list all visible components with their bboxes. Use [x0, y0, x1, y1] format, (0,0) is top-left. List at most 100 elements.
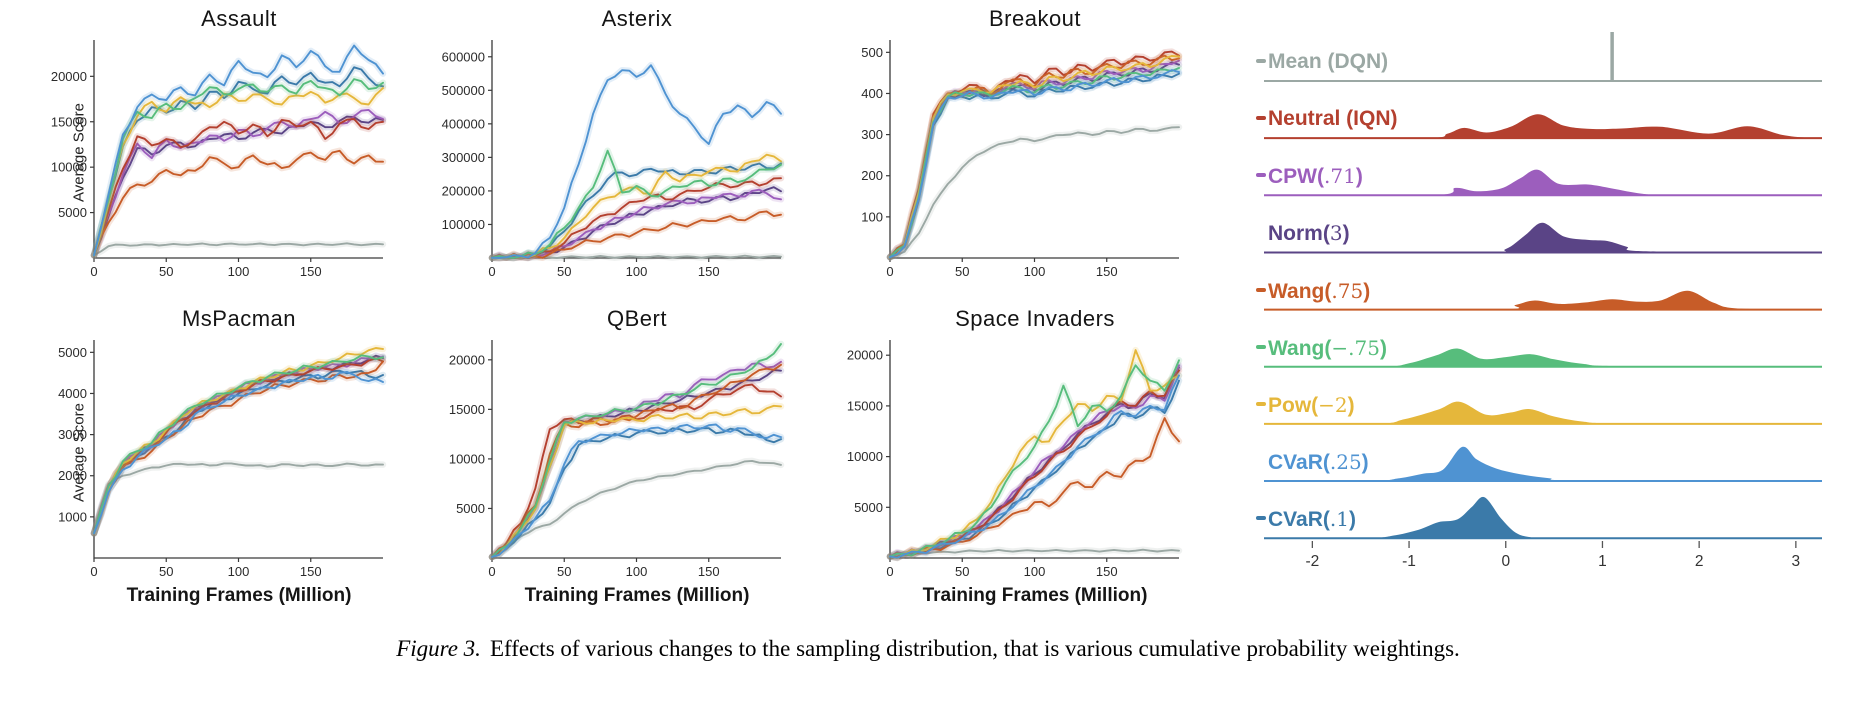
figure-caption: Figure 3. Effects of various changes to t…	[0, 636, 1856, 662]
y-tick-label: 100	[861, 209, 883, 224]
plot-svg-mspacman: 1000 2000 3000 4000 5000 0 50 100 150	[58, 340, 387, 579]
confidence-band-green	[90, 352, 387, 537]
series-line-orange	[93, 149, 384, 257]
series-line-orange	[491, 210, 782, 259]
ridge-x-tick-label: 1	[1598, 553, 1607, 570]
confidence-band-gray	[90, 460, 387, 537]
x-tick-label: 100	[228, 264, 250, 279]
series-line-darkpurple	[93, 354, 384, 535]
ridge-x-tick-label: 0	[1501, 553, 1510, 570]
plot-svg-breakout: 100 200 300 400 500 0 50 100 150	[861, 40, 1183, 279]
series-line-yellow	[889, 349, 1180, 559]
series-line-gray	[491, 459, 782, 558]
density-norm-3-	[1264, 222, 1821, 253]
legend-label-text: Norm(	[1268, 222, 1330, 246]
legend-label-cvar-25-: CVaR(.25)	[1268, 450, 1369, 475]
chart-title-asterix: Asterix	[601, 6, 673, 31]
legend-label-wang-75-: Wang(.75)	[1268, 279, 1370, 304]
y-tick-label: 15000	[847, 398, 883, 413]
x-tick-label: 100	[228, 564, 250, 579]
legend-label-close-paren: )	[1361, 451, 1369, 475]
legend-label-number: −.75	[1331, 335, 1380, 360]
series-line-blue	[93, 370, 384, 535]
legend-label-text: CPW(	[1268, 165, 1324, 189]
y-tick-label: 200	[861, 168, 883, 183]
x-tick-label: 50	[955, 264, 969, 279]
legend-label-number: 3	[1329, 221, 1343, 246]
ridge-x-tick-label: -1	[1402, 553, 1416, 570]
series-line-green	[93, 78, 384, 257]
caption-figure-number: Figure 3.	[396, 636, 481, 661]
series-line-blue	[491, 64, 782, 259]
legend-label-number: .1	[1329, 507, 1349, 532]
legend-label-text: Pow(	[1268, 393, 1319, 417]
y-tick-label: 10000	[449, 451, 485, 466]
chart-title-breakout: Breakout	[988, 6, 1082, 31]
x-tick-label: 0	[90, 564, 97, 579]
y-tick-label: 20000	[847, 348, 883, 363]
plot-svg-space-invaders: 5000 10000 15000 20000 0 50 100 150	[847, 340, 1183, 579]
density-neutral-iqn-	[1264, 114, 1821, 139]
y-tick-label: 5000	[58, 345, 87, 360]
chart-cell-asterix: Asterix 100000 200000 300000 400000 500000 60…	[412, 4, 810, 304]
series-line-gray	[93, 462, 384, 535]
density-cpw-71-	[1264, 169, 1821, 196]
series-line-gray	[889, 548, 1180, 558]
legend-label-cvar-1-: CVaR(.1)	[1268, 507, 1356, 532]
legend-label-close-paren: )	[1348, 508, 1356, 532]
series-line-gray	[93, 242, 384, 257]
y-tick-label: 500	[861, 45, 883, 60]
legend-ridge-panel: -2 -1 0 1 2 3 Mean (DQN) Neutral (IQN) CPW(.71)…	[1256, 0, 1856, 600]
y-tick-label: 10000	[51, 160, 87, 175]
legend-label-text: Wang(	[1268, 336, 1332, 360]
legend-dash-wang-75-	[1256, 287, 1266, 292]
series-line-orange	[889, 417, 1180, 558]
legend-label-number: −2	[1318, 392, 1348, 417]
x-tick-label: 100	[626, 264, 648, 279]
x-axis-label: Training Frames (Million)	[524, 585, 750, 606]
legend-label-cpw-71-: CPW(.71)	[1268, 164, 1363, 189]
x-tick-label: 50	[159, 264, 173, 279]
series-line-yellow	[93, 87, 384, 257]
y-tick-label: 20000	[449, 352, 485, 367]
confidence-band-darkblue	[886, 70, 1183, 261]
ridge-x-tick-label: -2	[1305, 553, 1319, 570]
series-line-yellow	[491, 153, 782, 259]
x-tick-label: 0	[90, 264, 97, 279]
x-tick-label: 100	[1024, 564, 1046, 579]
chart-title-assault: Assault	[201, 6, 277, 31]
legend-label-number: .71	[1324, 164, 1356, 189]
series-line-purple	[491, 188, 782, 259]
x-tick-label: 150	[1096, 564, 1118, 579]
y-tick-label: 10000	[847, 449, 883, 464]
confidence-band-yellow	[886, 52, 1183, 261]
chart-cell-qbert: QBert 5000 10000 15000 20000 0 50 100 150 Train…	[412, 304, 810, 606]
caption-text: Effects of various changes to the sampli…	[489, 636, 1460, 661]
legend-label-close-paren: )	[1347, 393, 1355, 417]
legend-label-text: Wang(	[1268, 279, 1332, 303]
confidence-band-gray	[886, 123, 1183, 261]
y-tick-label: 400000	[442, 116, 485, 131]
legend-label-close-paren: )	[1342, 222, 1350, 246]
x-tick-label: 150	[1096, 264, 1118, 279]
legend-label-text: CVaR(	[1268, 508, 1330, 532]
series-line-darkblue	[93, 66, 384, 257]
x-axis-label: Training Frames (Million)	[922, 585, 1148, 606]
confidence-band-blue	[488, 61, 785, 262]
chart-title-mspacman: MsPacman	[181, 306, 297, 331]
y-tick-label: 5000	[456, 501, 485, 516]
y-tick-label: 15000	[51, 114, 87, 129]
legend-label-number: .25	[1329, 450, 1362, 475]
chart-cell-mspacman: Average Score MsPacman 1000 2000 3000 4000 5…	[14, 304, 412, 606]
y-tick-label: 2000	[58, 468, 87, 483]
series-line-blue	[93, 44, 384, 257]
series-line-green	[491, 149, 782, 259]
legend-dash-pow-2-	[1256, 401, 1266, 406]
chart-cell-space-invaders: Space Invaders 5000 10000 15000 20000 0 50 100…	[810, 304, 1208, 606]
series-line-darkblue	[93, 369, 384, 535]
legend-label-neutral-iqn-: Neutral (IQN)	[1268, 107, 1398, 131]
x-tick-label: 50	[557, 564, 571, 579]
legend-label-mean-dqn-: Mean (DQN)	[1268, 50, 1388, 74]
series-line-red	[93, 118, 384, 257]
legend-label-close-paren: )	[1363, 279, 1371, 303]
